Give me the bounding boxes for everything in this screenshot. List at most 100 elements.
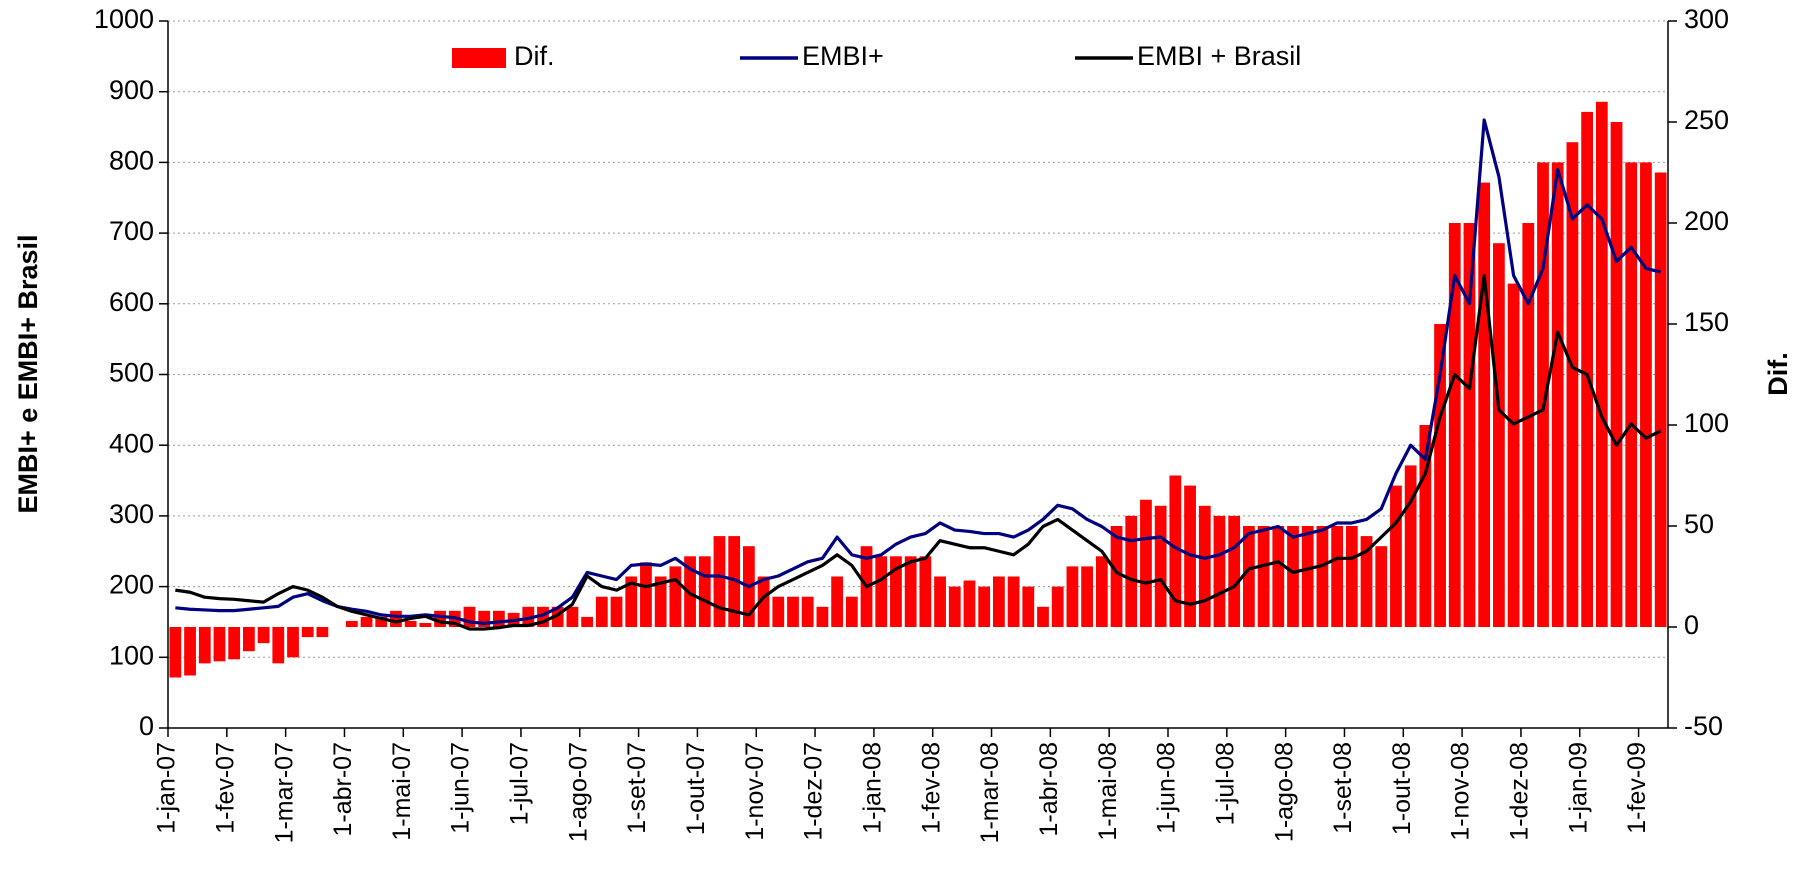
bar — [963, 580, 976, 627]
x-tick-label: 1-fev-07 — [211, 742, 239, 834]
x-tick-label: 1-out-07 — [682, 742, 710, 835]
bar — [1419, 425, 1432, 627]
bar — [287, 627, 299, 658]
legend-label: EMBI + Brasil — [1137, 41, 1301, 71]
bar — [1037, 606, 1049, 627]
bar — [1463, 223, 1476, 627]
bar — [1287, 526, 1299, 627]
bar — [1493, 243, 1505, 627]
bar — [1081, 566, 1093, 627]
x-tick-label: 1-mar-08 — [976, 742, 1004, 843]
bar — [816, 606, 829, 627]
bar — [669, 566, 682, 627]
bar — [1022, 586, 1035, 627]
bar — [1581, 111, 1593, 627]
bar — [1169, 475, 1182, 627]
y2-tick-label: -50 — [1684, 711, 1723, 741]
bar — [640, 562, 652, 627]
bar — [1640, 162, 1652, 627]
legend-swatch — [452, 48, 506, 68]
bar — [787, 596, 799, 627]
bar — [493, 610, 505, 627]
bar — [1360, 536, 1373, 627]
y-tick-label: 500 — [109, 358, 154, 388]
x-tick-label: 1-dez-08 — [1506, 742, 1534, 841]
bar — [1610, 122, 1623, 627]
y-tick-label: 600 — [109, 287, 154, 317]
x-tick-label: 1-jun-07 — [447, 742, 475, 834]
bar — [654, 576, 667, 627]
bar — [566, 606, 579, 627]
x-tick-label: 1-mai-07 — [388, 742, 416, 841]
y2-tick-label: 50 — [1684, 509, 1714, 539]
x-tick-label: 1-jan-08 — [858, 742, 886, 834]
bar — [1213, 515, 1226, 627]
x-tick-label: 1-out-08 — [1388, 742, 1416, 835]
bar — [757, 576, 770, 627]
y-tick-label: 100 — [109, 640, 154, 670]
y-tick-label: 1000 — [94, 4, 154, 34]
bar — [390, 610, 402, 627]
bar — [978, 586, 991, 627]
bar — [845, 596, 858, 627]
bar — [1051, 586, 1064, 627]
bar — [551, 606, 564, 627]
legend-label: Dif. — [514, 41, 555, 71]
y-tick-label: 0 — [139, 711, 154, 741]
x-tick-label: 1-fev-09 — [1623, 742, 1651, 834]
bar — [1228, 515, 1241, 627]
bar — [993, 576, 1005, 627]
bar — [1007, 576, 1020, 627]
x-tick-label: 1-abr-08 — [1035, 742, 1063, 837]
bar — [345, 620, 358, 627]
bar — [948, 586, 961, 627]
bar — [1404, 465, 1417, 627]
bar — [272, 627, 285, 664]
bar — [1272, 526, 1285, 627]
bar — [698, 556, 711, 627]
bar — [1257, 526, 1270, 627]
x-tick-label: 1-jan-07 — [153, 742, 181, 834]
bar — [316, 627, 329, 638]
bar — [1125, 515, 1138, 627]
bar — [1110, 526, 1123, 627]
bar — [1448, 223, 1461, 627]
bar — [1316, 526, 1329, 627]
x-tick-label: 1-set-07 — [623, 742, 651, 834]
bar — [713, 536, 726, 627]
x-tick-label: 1-set-08 — [1329, 742, 1357, 834]
x-tick-label: 1-ago-08 — [1270, 742, 1298, 842]
y-tick-label: 300 — [109, 499, 154, 529]
bar — [1140, 499, 1152, 627]
y-tick-label: 400 — [109, 428, 154, 458]
bar — [228, 627, 241, 660]
bar — [1522, 223, 1535, 627]
y2-tick-label: 200 — [1684, 206, 1729, 236]
bar — [581, 616, 593, 627]
bar — [1625, 162, 1638, 627]
bar — [243, 627, 255, 652]
bar — [169, 627, 182, 678]
bar — [1345, 526, 1358, 627]
bar — [1551, 162, 1564, 627]
bar — [463, 606, 476, 627]
bar — [404, 620, 417, 627]
bar — [801, 596, 814, 627]
x-tick-label: 1-jul-08 — [1211, 742, 1239, 825]
bar — [478, 610, 491, 627]
line — [175, 273, 1662, 631]
x-tick-label: 1-nov-08 — [1447, 742, 1475, 841]
bar — [1331, 526, 1343, 627]
bar — [1507, 283, 1520, 627]
y-tick-label: 800 — [109, 146, 154, 176]
x-tick-label: 1-ago-07 — [564, 742, 592, 842]
bar — [198, 627, 211, 664]
bar — [1390, 485, 1402, 627]
bar — [625, 576, 638, 627]
bar — [1198, 505, 1211, 627]
bar — [213, 627, 226, 662]
bar — [904, 556, 917, 627]
y-axis-title: EMBI+ e EMBI+ Brasil — [13, 234, 43, 513]
y-tick-label: 900 — [109, 75, 154, 105]
